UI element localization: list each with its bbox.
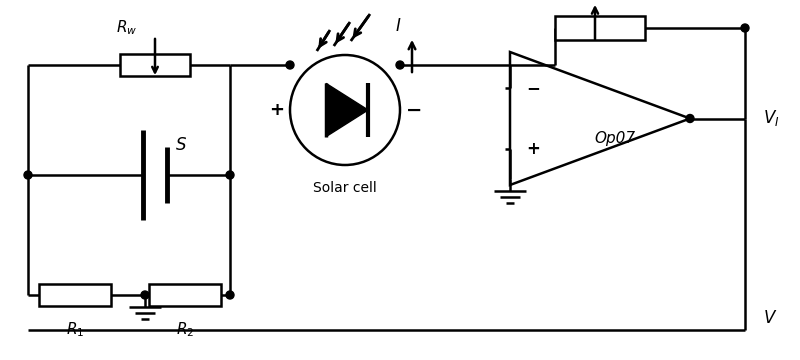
Text: +: +	[269, 101, 284, 119]
Circle shape	[741, 24, 749, 32]
Text: $V$: $V$	[763, 309, 778, 327]
Text: +: +	[526, 140, 540, 158]
Circle shape	[686, 114, 694, 122]
Bar	[555, 16, 645, 40]
Circle shape	[226, 171, 234, 179]
Text: −: −	[406, 100, 422, 120]
Text: −: −	[526, 79, 540, 97]
Circle shape	[24, 171, 32, 179]
Circle shape	[226, 291, 234, 299]
Text: $S$: $S$	[175, 136, 187, 154]
Circle shape	[141, 291, 149, 299]
Text: $V_I$: $V_I$	[763, 108, 779, 129]
Text: $R_w$: $R_w$	[116, 18, 138, 37]
Text: $I$: $I$	[394, 17, 402, 35]
Circle shape	[396, 61, 404, 69]
Text: $R_2$: $R_2$	[176, 320, 194, 339]
Circle shape	[286, 61, 294, 69]
Polygon shape	[326, 84, 368, 136]
Bar	[120, 54, 190, 76]
Bar	[149, 284, 221, 306]
Text: Op07: Op07	[594, 131, 635, 146]
Text: Solar cell: Solar cell	[313, 181, 377, 195]
Bar	[39, 284, 111, 306]
Text: $R_1$: $R_1$	[66, 320, 84, 339]
